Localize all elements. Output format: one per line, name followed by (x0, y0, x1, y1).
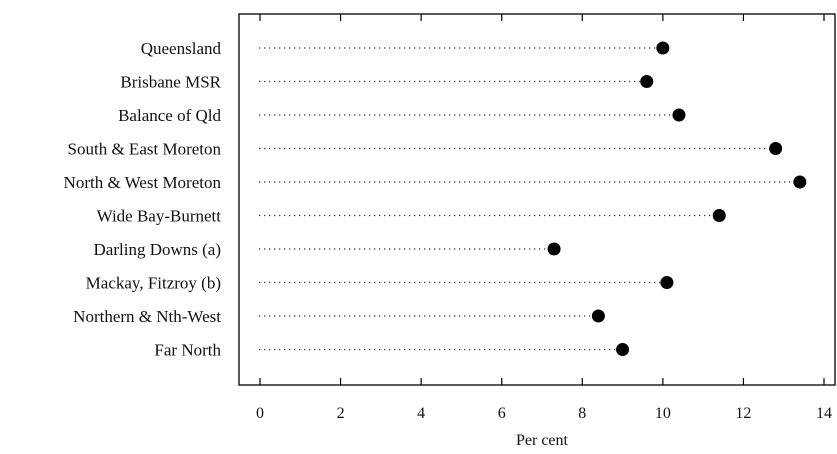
leader-lines (259, 47, 794, 351)
data-point (547, 242, 561, 256)
category-label: Far North (154, 341, 221, 360)
x-axis-title: Per cent (516, 432, 569, 449)
plot-frame (238, 13, 836, 386)
category-labels: Queensland Brisbane MSR Balance of Qld Sout… (64, 39, 222, 360)
category-label: Queensland (141, 39, 222, 58)
x-tick-label: 2 (337, 405, 345, 422)
category-label: South & East Moreton (68, 140, 222, 159)
data-point (712, 209, 726, 222)
x-tick-label: 14 (816, 405, 832, 422)
category-label: Balance of Qld (118, 106, 221, 125)
data-point (769, 142, 783, 155)
category-label: Wide Bay-Burnett (97, 207, 222, 226)
category-label: Northern & Nth-West (73, 307, 221, 326)
x-tick-label: 0 (256, 405, 264, 422)
x-tick-label: 6 (498, 405, 506, 422)
x-tick-label: 4 (417, 405, 425, 422)
data-point (616, 343, 630, 356)
x-tick-label: 10 (655, 405, 671, 422)
x-tick-label: 8 (578, 405, 586, 422)
category-label: Mackay, Fitzroy (b) (86, 274, 221, 293)
data-point (672, 108, 686, 122)
data-point (656, 41, 670, 55)
data-points (547, 41, 807, 356)
category-label: North & West Moreton (64, 173, 222, 192)
axis-ticks (259, 14, 825, 385)
data-point (793, 175, 807, 189)
category-label: Darling Downs (a) (94, 240, 221, 259)
data-point (640, 75, 654, 88)
x-tick-label: 12 (735, 405, 751, 422)
x-tick-labels: 0 2 4 6 8 10 12 14 (256, 405, 832, 422)
data-point (660, 276, 674, 289)
category-label: Brisbane MSR (120, 73, 221, 92)
data-point (591, 309, 605, 323)
